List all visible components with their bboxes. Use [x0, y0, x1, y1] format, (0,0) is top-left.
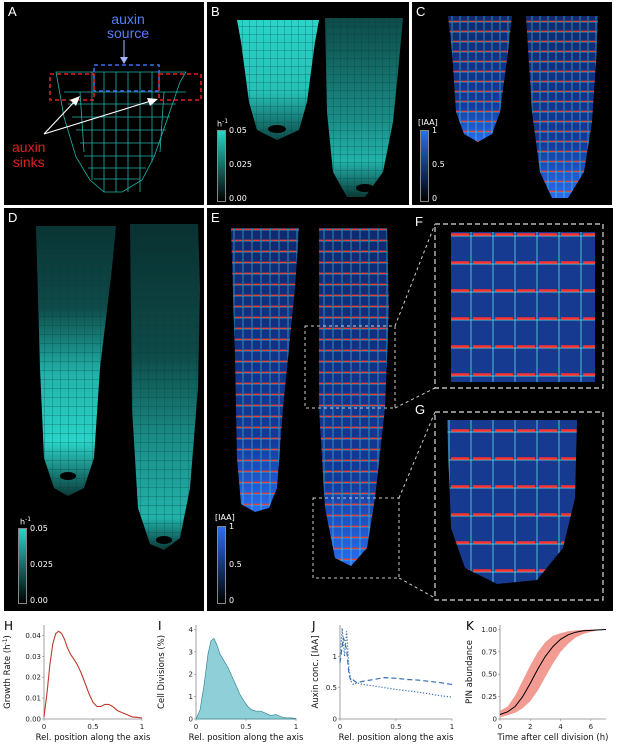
chart-h: H 0.00 0.01 0.02 0.03 0.04 0 0.5 1 Rel. position … [2, 619, 151, 743]
panel-c-label: C [416, 4, 426, 19]
x-tick-label: 0.5 [240, 723, 251, 731]
y-tick-label: 0 [333, 716, 337, 724]
panel-e-colorbar-title: [IAA] [215, 513, 235, 522]
x-tick-label: 6 [589, 723, 594, 731]
panel-b-colorbar [217, 130, 226, 202]
x-axis-label: Time after cell division (h) [497, 733, 609, 743]
confidence-band [500, 629, 606, 718]
y-tick-label: 3 [189, 648, 193, 656]
y-axis-label: Cell Divisions (%) [157, 635, 167, 709]
x-tick-label: 0.5 [390, 723, 401, 731]
panel-b-tick-1: 0.05 [229, 126, 247, 135]
x-axis-label: Rel. position along the axis [36, 733, 151, 743]
y-tick-label: 0.75 [481, 648, 497, 656]
x-tick-label: 0 [194, 723, 198, 731]
panel-c-auxin-map [448, 16, 598, 198]
x-tick-label: 1 [294, 723, 298, 731]
auxin-source-label: auxin source [107, 11, 150, 41]
y-tick-label: 0.04 [25, 632, 41, 640]
panel-c-tick-1: 1 [432, 126, 438, 135]
y-tick-label: 4 [189, 626, 194, 634]
x-tick-label: 1 [140, 723, 144, 731]
y-tick-label: 1 [189, 693, 193, 701]
panel-c: C [IAA] 1 0.5 0 [412, 2, 612, 205]
y-tick-label: 1 [333, 653, 337, 661]
zoom-box-g-source [312, 497, 400, 579]
panel-a-label: A [8, 4, 17, 19]
x-tick-label: 0 [42, 723, 46, 731]
x-tick-label: 2 [528, 723, 532, 731]
panel-d-growth-map [36, 224, 200, 550]
panel-b-tick-3: 0.00 [229, 194, 247, 203]
y-tick-label: 0.00 [25, 716, 41, 724]
panel-e-tick-1: 1 [229, 522, 235, 531]
panel-b-label: B [211, 4, 220, 19]
panel-a-root-schematic [43, 40, 202, 193]
auxin-sinks-label: auxin sinks [12, 139, 46, 170]
y-tick-label: 0 [189, 716, 193, 724]
x-axis-label: Rel. position along the axis [189, 733, 304, 743]
panel-e-auxin-map [231, 223, 604, 601]
panel-b: B h-1 0.05 0.025 0.00 [207, 2, 409, 205]
chart-h-label: H [4, 619, 13, 633]
y-tick-label: 0.03 [25, 653, 41, 661]
chart-j: J 0 0.5 1 0 0.5 1 Rel. position along the axis A… [311, 619, 454, 743]
x-tick-label: 1 [450, 723, 454, 731]
y-tick-label: 0.02 [25, 674, 41, 682]
y-tick-label: 1.00 [481, 626, 497, 634]
chart-k-label: K [466, 619, 475, 633]
panel-d-tick-3: 0.00 [30, 596, 48, 605]
panel-c-colorbar [420, 130, 429, 202]
panel-b-growth-map [237, 18, 403, 197]
auxin-sink-box-right [158, 73, 202, 101]
x-tick-label: 0.5 [87, 723, 98, 731]
chart-i-label: I [158, 619, 162, 633]
panel-e-tick-3: 0 [229, 596, 235, 605]
y-tick-label: 0.01 [25, 695, 41, 703]
panel-f-label: F [415, 214, 423, 229]
panel-d-colorbar-title: h-1 [20, 516, 32, 527]
series-area [195, 637, 297, 720]
panel-d: D h-1 0.05 0.025 0.00 [4, 208, 204, 611]
panel-e-tick-2: 0.5 [229, 560, 242, 569]
panel-d-colorbar [18, 528, 27, 604]
panel-c-tick-3: 0 [432, 194, 438, 203]
x-tick-label: 0 [498, 723, 502, 731]
panel-c-tick-2: 0.5 [432, 160, 445, 169]
x-axis-label: Rel. position along the axis [339, 733, 454, 743]
chart-i: I 0 1 2 3 4 0 0.5 1 Rel. position along the axis C… [157, 619, 304, 743]
y-tick-label: 0.5 [326, 684, 337, 692]
panel-d-tick-2: 0.025 [30, 560, 53, 569]
y-tick-label: 0.25 [481, 693, 497, 701]
y-tick-label: 2 [189, 671, 193, 679]
panel-e: E [207, 208, 613, 611]
y-axis-label: PIN abundance [465, 640, 475, 704]
panel-e-label: E [211, 210, 220, 225]
panel-d-label: D [8, 210, 18, 225]
y-axis-label: Growth Rate (h-1) [2, 635, 14, 709]
chart-k: K 0 0.25 0.50 0.75 1.00 0 2 4 6 Time after cell di… [465, 619, 609, 743]
x-tick-label: 4 [558, 723, 563, 731]
series-line-dashed [339, 637, 453, 686]
panel-e-colorbar [217, 526, 226, 604]
y-tick-label: 0.50 [481, 671, 497, 679]
x-tick-label: 0 [338, 723, 342, 731]
panel-g-label: G [415, 402, 426, 417]
y-tick-label: 0 [493, 716, 497, 724]
panel-b-tick-2: 0.025 [229, 160, 252, 169]
auxin-source-box [93, 64, 160, 92]
panel-b-colorbar-title: h-1 [217, 118, 229, 129]
series-line-dotted [339, 628, 453, 698]
zoom-box-f-source [304, 325, 396, 409]
series-line [499, 629, 607, 715]
panel-c-colorbar-title: [IAA] [418, 118, 438, 127]
series-line [43, 630, 143, 719]
panel-d-tick-1: 0.05 [30, 524, 48, 533]
chart-j-label: J [311, 619, 316, 633]
panel-a: A auxin s [4, 2, 204, 205]
auxin-sink-box-left [49, 73, 95, 101]
y-axis-label: Auxin conc. [IAA] [311, 635, 321, 708]
